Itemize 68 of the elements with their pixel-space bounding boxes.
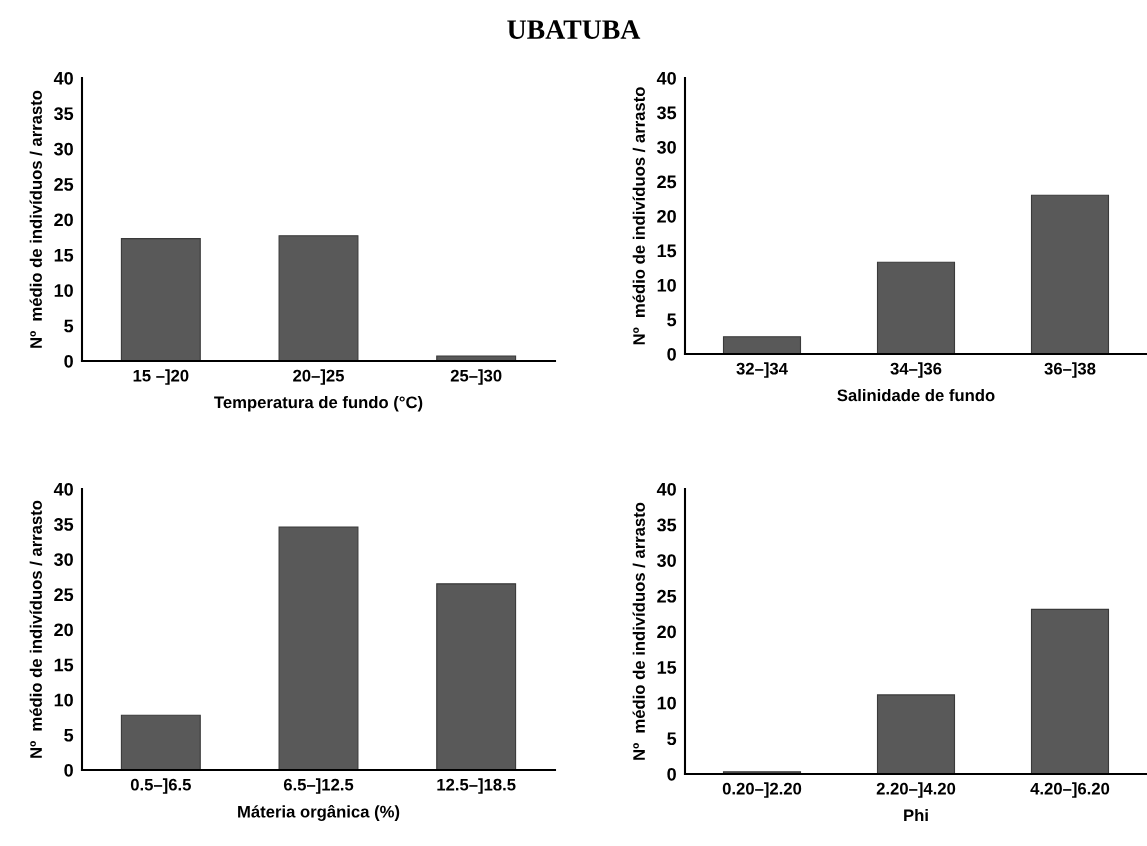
x-tick-label: 6.5–]12.5 bbox=[283, 778, 354, 794]
x-tick-label: 36–]38 bbox=[1044, 362, 1096, 378]
y-tick-label: 20 bbox=[54, 623, 73, 637]
y-tick-label: 20 bbox=[657, 625, 676, 639]
bar bbox=[120, 714, 201, 770]
y-tick-label: 10 bbox=[657, 278, 676, 292]
y-tick-label: 25 bbox=[54, 588, 74, 602]
y-tick-label: 25 bbox=[657, 589, 677, 603]
x-tick-label: 12.5–]18.5 bbox=[437, 778, 516, 794]
y-tick-label: 35 bbox=[54, 107, 74, 121]
y-tick-label: 0 bbox=[64, 354, 73, 368]
bar bbox=[876, 694, 956, 774]
bar bbox=[436, 355, 517, 361]
x-axis-title: Salinidade de fundo bbox=[837, 388, 995, 402]
y-tick-label: 15 bbox=[54, 249, 74, 262]
y-tick-label: 5 bbox=[64, 729, 74, 742]
bar bbox=[1030, 608, 1110, 774]
bar bbox=[436, 583, 517, 770]
x-tick-label: 15 –]20 bbox=[133, 369, 189, 385]
y-tick-label: 35 bbox=[54, 518, 74, 531]
y-tick-label: 30 bbox=[657, 140, 676, 154]
x-axis-title: Máteria orgânica (%) bbox=[238, 804, 400, 821]
y-tick-label: 40 bbox=[656, 482, 676, 496]
y-tick-label: 40 bbox=[53, 71, 73, 85]
y-tick-label: 10 bbox=[54, 693, 73, 707]
x-axis-title: Temperatura de fundo (°C) bbox=[214, 395, 423, 412]
bar bbox=[278, 526, 359, 770]
y-tick-label: 35 bbox=[657, 518, 677, 532]
bar bbox=[876, 261, 956, 354]
bar bbox=[722, 336, 802, 354]
bar bbox=[120, 238, 201, 361]
bar bbox=[278, 235, 359, 361]
y-axis-title: Nº médio de indivíduos / arrasto bbox=[29, 90, 43, 348]
y-tick-label: 40 bbox=[53, 482, 73, 496]
y-axis-title: Nº médio de indivíduos / arrasto bbox=[632, 87, 646, 345]
y-tick-label: 30 bbox=[54, 142, 73, 156]
y-tick-label: 0 bbox=[667, 767, 676, 781]
y-tick-label: 40 bbox=[656, 71, 676, 85]
y-tick-label: 0 bbox=[64, 763, 73, 777]
y-tick-label: 30 bbox=[657, 554, 676, 567]
x-tick-label: 25–]30 bbox=[450, 369, 502, 385]
y-tick-label: 25 bbox=[54, 178, 74, 191]
y-tick-label: 5 bbox=[667, 313, 677, 327]
y-axis-title: Nº médio de indivíduos / arrasto bbox=[29, 500, 43, 758]
x-tick-label: 32–]34 bbox=[736, 362, 788, 378]
x-axis-title: Phi bbox=[904, 808, 928, 822]
x-tick-label: 0.5–]6.5 bbox=[130, 778, 191, 794]
y-tick-label: 5 bbox=[667, 732, 677, 746]
x-tick-label: 34–]36 bbox=[890, 362, 942, 378]
y-tick-label: 10 bbox=[54, 284, 73, 297]
y-tick-label: 5 bbox=[64, 319, 74, 333]
bar bbox=[1030, 194, 1110, 354]
y-tick-label: 20 bbox=[54, 213, 73, 227]
y-tick-label: 35 bbox=[657, 106, 677, 120]
y-tick-label: 15 bbox=[657, 661, 677, 674]
x-tick-label: 4.20–]6.20 bbox=[1030, 782, 1110, 798]
x-tick-label: 2.20–]4.20 bbox=[876, 782, 956, 798]
chart-title: UBATUBA bbox=[507, 20, 641, 39]
x-tick-label: 20–]25 bbox=[293, 369, 344, 385]
y-tick-label: 15 bbox=[54, 658, 74, 672]
y-tick-label: 0 bbox=[667, 347, 676, 361]
y-tick-label: 20 bbox=[657, 209, 676, 223]
y-tick-label: 30 bbox=[54, 553, 73, 566]
y-tick-label: 15 bbox=[657, 244, 677, 258]
x-tick-label: 0.20–]2.20 bbox=[722, 782, 802, 798]
y-tick-label: 25 bbox=[657, 175, 677, 189]
y-tick-label: 10 bbox=[657, 696, 676, 710]
y-axis-title: Nº médio de indivíduos / arrasto bbox=[632, 502, 646, 760]
